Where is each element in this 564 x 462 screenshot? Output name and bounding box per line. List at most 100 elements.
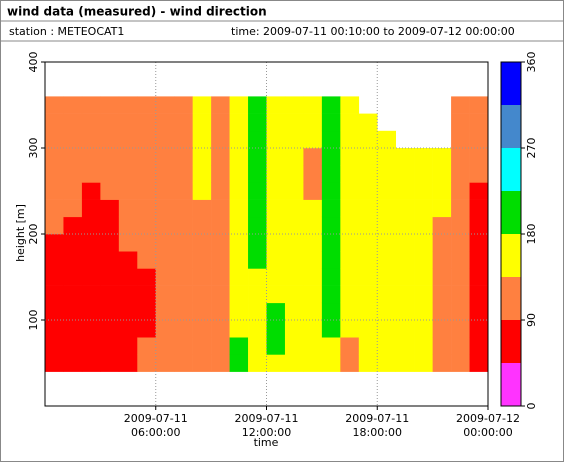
- cell: [321, 148, 341, 166]
- x-axis-label: time: [254, 436, 279, 449]
- cell: [266, 148, 286, 166]
- cell: [451, 302, 470, 321]
- cell: [45, 96, 64, 114]
- cell: [229, 285, 249, 304]
- cell: [303, 130, 323, 149]
- cell: [192, 113, 212, 132]
- cell: [137, 251, 157, 269]
- cell: [377, 148, 397, 166]
- cell: [340, 234, 360, 252]
- cell: [155, 354, 175, 372]
- cell: [63, 251, 83, 269]
- cell: [340, 130, 360, 149]
- cell: [377, 268, 397, 286]
- cell: [358, 285, 378, 304]
- cell: [414, 251, 433, 269]
- cell: [192, 96, 212, 114]
- cell: [358, 251, 378, 269]
- cell: [248, 302, 267, 321]
- cell: [100, 337, 120, 355]
- cell: [451, 96, 470, 114]
- cell: [137, 182, 157, 200]
- cell: [137, 216, 157, 235]
- cell: [321, 113, 341, 132]
- cell: [284, 216, 304, 235]
- cell: [137, 354, 157, 372]
- cell: [395, 320, 415, 338]
- cell: [284, 268, 304, 286]
- cell: [174, 268, 193, 286]
- cell: [100, 96, 120, 114]
- cell: [155, 268, 175, 286]
- cell: [266, 268, 286, 286]
- cell: [340, 354, 360, 372]
- cell: [211, 302, 230, 321]
- cell: [303, 96, 323, 114]
- cell: [81, 268, 101, 286]
- cell: [81, 320, 101, 338]
- cell: [118, 216, 138, 235]
- cell: [266, 165, 286, 183]
- cell: [377, 285, 397, 304]
- cell: [395, 302, 415, 321]
- cell: [432, 182, 452, 200]
- cell: [395, 354, 415, 372]
- cell: [211, 320, 230, 338]
- cell: [100, 354, 120, 372]
- cell: [137, 96, 157, 114]
- cell: [100, 251, 120, 269]
- cell: [211, 234, 230, 252]
- cell: [45, 302, 64, 321]
- cell: [248, 320, 267, 338]
- cell: [451, 199, 470, 218]
- cell: [303, 199, 323, 218]
- cell: [451, 268, 470, 286]
- cell: [451, 320, 470, 338]
- cell: [340, 285, 360, 304]
- cell: [358, 354, 378, 372]
- cell: [266, 234, 286, 252]
- cell: [63, 165, 83, 183]
- cell: [284, 251, 304, 269]
- cell: [284, 130, 304, 149]
- cell: [303, 182, 323, 200]
- cell: [377, 130, 397, 149]
- cell: [137, 285, 157, 304]
- cell: [469, 113, 489, 132]
- x-tick-label: 06:00:00: [131, 426, 180, 439]
- cell: [118, 251, 138, 269]
- cell: [303, 354, 323, 372]
- cell: [155, 251, 175, 269]
- cell: [303, 113, 323, 132]
- cell: [303, 216, 323, 235]
- cell: [451, 216, 470, 235]
- cell: [100, 182, 120, 200]
- cell: [414, 302, 433, 321]
- cell: [45, 337, 64, 355]
- cell: [469, 234, 489, 252]
- cell: [414, 182, 433, 200]
- cell: [321, 96, 341, 114]
- cell: [211, 268, 230, 286]
- cell: [229, 251, 249, 269]
- cell: [266, 113, 286, 132]
- cell: [321, 320, 341, 338]
- cell: [451, 337, 470, 355]
- cell: [192, 165, 212, 183]
- station: station : METEOCAT1: [9, 25, 124, 38]
- cell: [229, 268, 249, 286]
- cell: [340, 182, 360, 200]
- cell: [395, 285, 415, 304]
- cell: [414, 165, 433, 183]
- colorbar-tick-label: 360: [525, 52, 538, 73]
- cell: [81, 182, 101, 200]
- cell: [81, 148, 101, 166]
- cell: [229, 320, 249, 338]
- cell: [358, 216, 378, 235]
- cell: [284, 302, 304, 321]
- cell: [321, 285, 341, 304]
- cell: [377, 251, 397, 269]
- cell: [229, 113, 249, 132]
- x-tick-label: 2009-07-11: [124, 412, 188, 425]
- cell: [137, 148, 157, 166]
